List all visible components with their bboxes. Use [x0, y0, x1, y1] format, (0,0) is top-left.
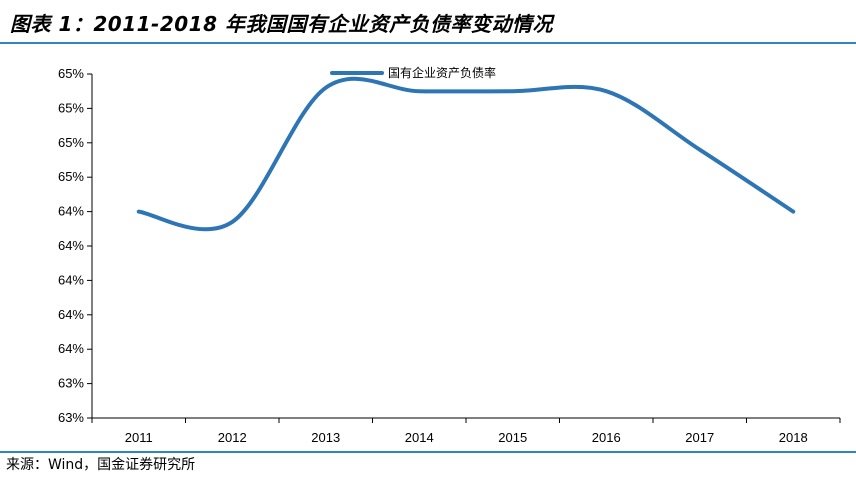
y-tick-label: 64% — [58, 204, 84, 219]
x-tick-label: 2015 — [498, 430, 527, 445]
y-tick-label: 63% — [58, 376, 84, 391]
x-tick-label: 2013 — [311, 430, 340, 445]
y-tick-label: 65% — [58, 169, 84, 184]
legend-label: 国有企业资产负债率 — [388, 65, 496, 80]
y-tick-label: 64% — [58, 272, 84, 287]
y-tick-label: 64% — [58, 238, 84, 253]
source-divider — [0, 451, 856, 453]
source-note: 来源：Wind，国金证券研究所 — [6, 457, 196, 473]
x-tick-label: 2018 — [779, 430, 808, 445]
x-tick-label: 2017 — [685, 430, 714, 445]
y-tick-label: 64% — [58, 307, 84, 322]
title-divider — [0, 42, 856, 44]
y-tick-label: 63% — [58, 410, 84, 425]
y-tick-label: 65% — [58, 135, 84, 150]
x-tick-label: 2016 — [592, 430, 621, 445]
figure-title: 图表 1：2011-2018 年我国国有企业资产负债率变动情况 — [10, 12, 553, 36]
x-tick-label: 2011 — [125, 430, 153, 445]
x-tick-label: 2014 — [405, 430, 434, 445]
x-tick-label: 2012 — [218, 430, 247, 445]
y-tick-label: 64% — [58, 341, 84, 356]
y-tick-label: 65% — [58, 66, 84, 81]
series-line — [136, 76, 796, 232]
y-tick-label: 65% — [58, 100, 84, 115]
